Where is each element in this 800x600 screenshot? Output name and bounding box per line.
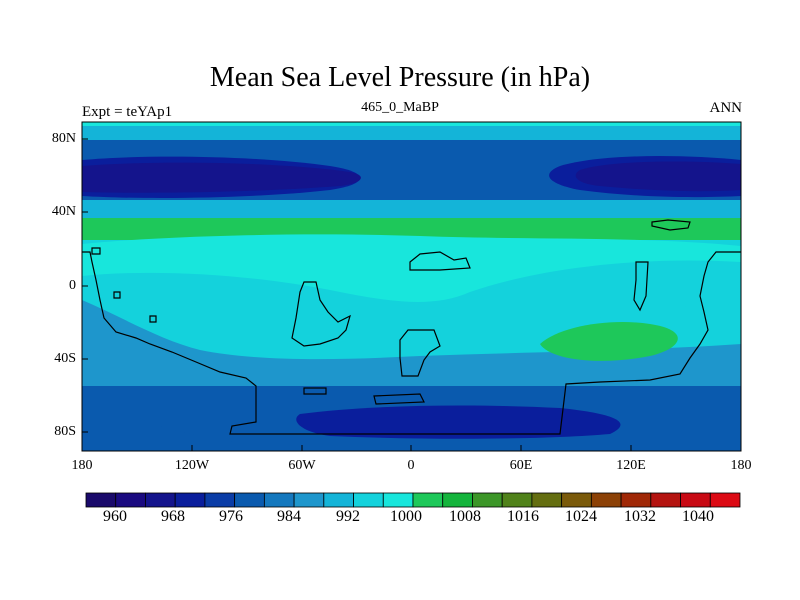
antarctic-high-patch <box>82 418 260 446</box>
lat-tick-40n: 40N <box>51 204 76 219</box>
lon-tick-180e: 180 <box>730 458 752 473</box>
colorbar-label: 1008 <box>449 508 481 525</box>
season-label: ANN <box>709 100 743 116</box>
colorbar-swatch <box>472 492 503 508</box>
colorbar-swatch <box>531 492 563 508</box>
colorbar-swatch <box>680 492 711 508</box>
colorbar-swatch <box>204 492 236 508</box>
colorbar-swatch <box>234 492 265 508</box>
lon-tick-120w: 120W <box>174 458 210 473</box>
colorbar-swatch <box>412 492 444 508</box>
colorbar-label: 1016 <box>507 508 539 525</box>
colorbar <box>85 492 741 508</box>
experiment-label: Expt = teYAp1 <box>82 104 173 120</box>
colorbar-swatch <box>353 492 384 508</box>
colorbar-swatch <box>650 492 681 508</box>
colorbar-swatch <box>590 492 622 508</box>
lat-tick-40s: 40S <box>54 351 76 366</box>
colorbar-swatch <box>382 492 414 508</box>
subtropical-high-cell <box>540 322 678 361</box>
lat-tick-80n: 80N <box>51 131 76 146</box>
colorbar-swatch <box>620 492 652 508</box>
colorbar-swatch <box>442 492 473 508</box>
lat-tick-80s: 80S <box>54 424 76 439</box>
colorbar-label: 1032 <box>624 508 656 525</box>
northern-tropics-shape <box>82 234 741 302</box>
colorbar-label: 984 <box>277 508 301 525</box>
lat-tick-0: 0 <box>69 278 76 293</box>
colorbar-swatch <box>174 492 206 508</box>
colorbar-swatch <box>293 492 325 508</box>
colorbar-label: 1000 <box>390 508 422 525</box>
time-label: 465_0_MaBP <box>361 100 439 115</box>
colorbar-swatch <box>561 492 592 508</box>
colorbar-swatch <box>85 492 117 508</box>
colorbar-label: 1040 <box>682 508 714 525</box>
southern-trough-shape <box>82 300 741 384</box>
eastern-deep-low <box>575 161 741 192</box>
lon-tick-0: 0 <box>407 458 415 473</box>
colorbar-swatch <box>323 492 354 508</box>
axis-ticks <box>82 138 632 451</box>
colorbar-swatch <box>263 492 295 508</box>
colorbar-label: 960 <box>103 508 127 525</box>
colorbar-swatch <box>709 492 741 508</box>
continent-outlines <box>82 219 741 435</box>
antarctic-low-trough <box>296 405 621 439</box>
lon-tick-180w: 180 <box>71 458 93 473</box>
colorbar-swatch <box>115 492 146 508</box>
colorbar-label: 968 <box>161 508 185 525</box>
colorbar-label: 992 <box>336 508 360 525</box>
colorbar-swatch <box>145 492 176 508</box>
colorbar-label: 976 <box>219 508 243 525</box>
band-polar-north <box>82 122 741 144</box>
colorbar-label: 1024 <box>565 508 597 525</box>
lon-tick-120e: 120E <box>616 458 646 473</box>
plot-title: Mean Sea Level Pressure (in hPa) <box>209 62 591 93</box>
lon-tick-60w: 60W <box>288 458 316 473</box>
colorbar-swatch <box>501 492 533 508</box>
western-deep-low <box>82 162 361 193</box>
band-top-edge <box>82 122 741 126</box>
lon-tick-60e: 60E <box>509 458 533 473</box>
